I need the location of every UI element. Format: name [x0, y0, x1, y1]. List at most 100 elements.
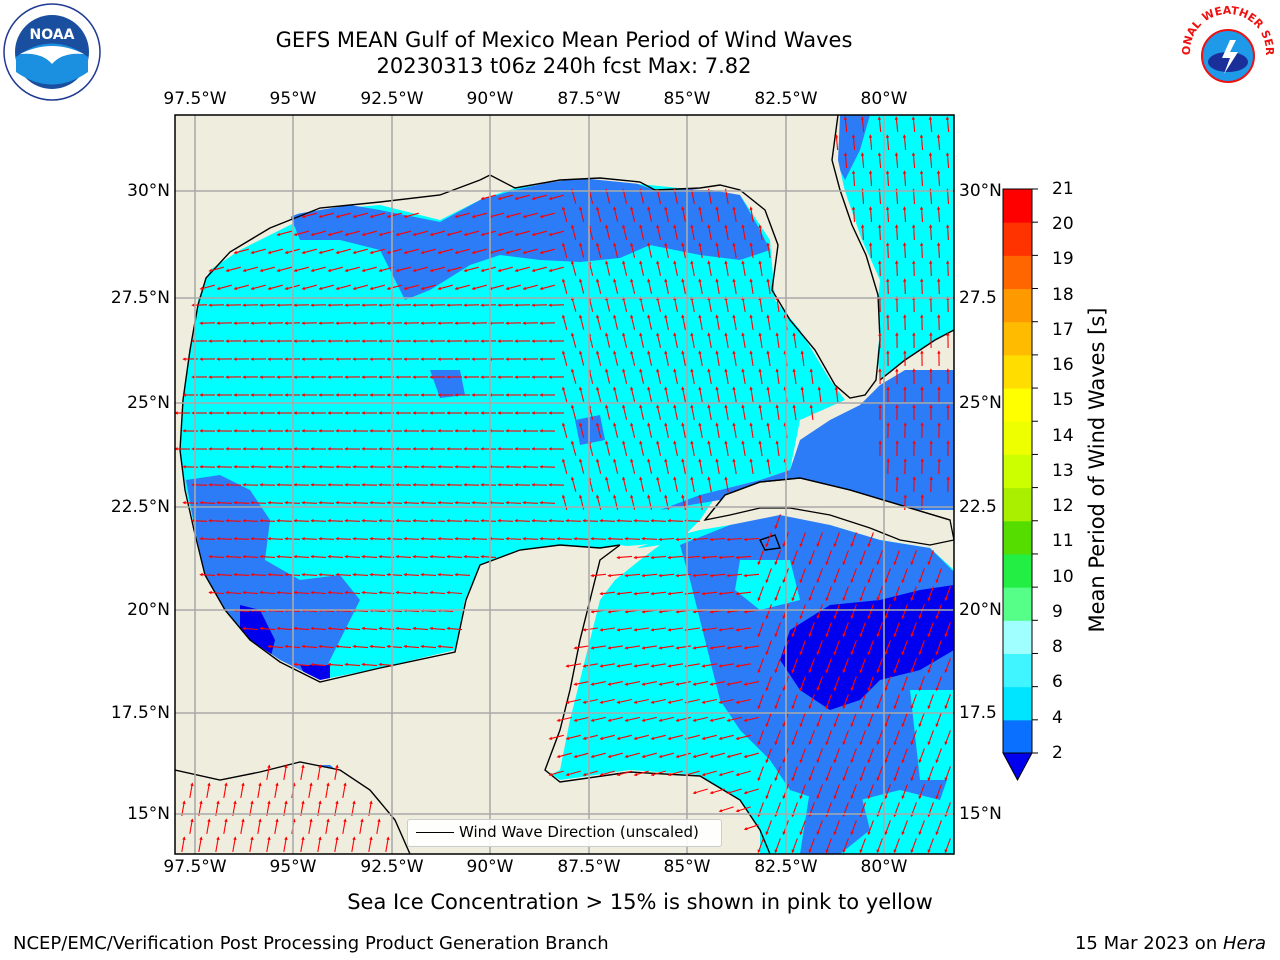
wave-direction-arrow	[935, 568, 942, 584]
wave-direction-arrow	[497, 194, 513, 201]
wave-direction-arrow	[630, 278, 636, 294]
wave-direction-arrow	[570, 296, 577, 312]
us-gulf-coast	[470, 115, 838, 190]
wave-direction-arrow	[724, 476, 729, 492]
wave-direction-arrow	[860, 188, 865, 205]
colorbar-tick: 15	[1052, 390, 1074, 410]
wave-direction-arrow	[318, 644, 335, 649]
wave-direction-arrow	[910, 622, 917, 638]
wave-direction-arrow	[259, 554, 276, 559]
wave-direction-arrow	[893, 694, 900, 710]
footer-host: Hera	[1222, 933, 1266, 954]
wave-direction-arrow	[775, 440, 780, 456]
wave-direction-arrow	[579, 278, 585, 294]
wave-direction-arrow	[267, 537, 284, 541]
wave-direction-arrow	[616, 734, 632, 740]
wave-direction-arrow	[454, 212, 470, 219]
wave-direction-arrow	[641, 681, 658, 686]
wave-direction-arrow	[471, 537, 488, 541]
wave-direction-arrow	[607, 573, 624, 578]
wave-direction-arrow	[420, 537, 437, 541]
wave-direction-arrow	[664, 278, 669, 295]
wave-direction-arrow	[791, 622, 798, 638]
wave-direction-arrow	[692, 752, 708, 759]
wave-direction-arrow	[259, 590, 276, 595]
wave-direction-arrow	[724, 368, 729, 384]
wave-direction-arrow	[650, 627, 666, 632]
wave-direction-arrow	[656, 440, 662, 456]
wave-direction-arrow	[893, 550, 900, 566]
wave-direction-arrow	[707, 188, 712, 205]
wave-direction-arrow	[936, 242, 941, 259]
wave-direction-arrow	[673, 224, 678, 241]
wave-direction-arrow	[944, 694, 951, 710]
wave-direction-arrow	[573, 537, 590, 541]
wave-direction-arrow	[641, 537, 658, 541]
wave-direction-arrow	[641, 573, 658, 578]
wave-direction-arrow	[250, 501, 267, 505]
wave-direction-arrow	[639, 296, 645, 312]
wave-direction-arrow	[690, 440, 695, 457]
wave-direction-arrow	[240, 782, 245, 798]
lat-tick-left: 15°N	[127, 804, 170, 824]
wave-direction-arrow	[359, 818, 364, 834]
wave-direction-arrow	[650, 663, 666, 668]
wave-direction-arrow	[497, 266, 513, 273]
wave-direction-arrow	[596, 422, 602, 438]
wave-direction-arrow	[386, 284, 402, 291]
wave-direction-arrow	[573, 716, 589, 722]
wave-direction-arrow	[588, 368, 594, 384]
wave-direction-arrow	[732, 278, 737, 294]
wave-direction-arrow	[799, 784, 806, 800]
wave-direction-arrow	[624, 573, 641, 578]
wave-direction-arrow	[522, 248, 538, 255]
wave-direction-arrow	[859, 658, 866, 674]
wave-direction-arrow	[605, 188, 611, 204]
wave-direction-arrow	[590, 752, 606, 759]
wave-direction-arrow	[901, 712, 908, 728]
wave-direction-arrow	[894, 188, 899, 205]
wave-direction-arrow	[317, 836, 322, 852]
wave-direction-arrow	[437, 537, 454, 541]
wave-direction-arrow	[310, 590, 327, 595]
wave-direction-arrow	[310, 266, 326, 273]
lon-tick-top: 97.5°W	[163, 89, 227, 109]
wave-direction-arrow	[318, 501, 335, 505]
wave-direction-arrow	[808, 730, 815, 746]
wave-direction-arrow	[859, 586, 866, 602]
colorbar-segment	[1003, 487, 1032, 522]
wave-direction-arrow	[850, 784, 857, 800]
wave-direction-arrow	[223, 782, 228, 798]
wave-direction-arrow	[633, 770, 649, 777]
wave-direction-arrow	[420, 501, 437, 505]
wave-direction-arrow	[681, 458, 686, 475]
wave-direction-arrow	[684, 734, 700, 740]
wave-direction-arrow	[342, 818, 347, 834]
wave-direction-arrow	[223, 818, 228, 834]
lat-tick-right: 20°N	[959, 600, 1002, 620]
wave-direction-arrow	[561, 206, 568, 222]
wave-direction-arrow	[765, 604, 772, 620]
lat-tick-right: 25°N	[959, 393, 1002, 413]
wave-direction-arrow	[884, 784, 891, 800]
wave-direction-arrow	[903, 278, 907, 295]
lon-tick-bottom: 90°W	[466, 857, 514, 877]
wave-direction-arrow	[429, 519, 446, 523]
wave-direction-arrow	[327, 626, 344, 631]
wave-direction-arrow	[877, 116, 882, 133]
wave-direction-arrow	[561, 350, 568, 366]
wave-direction-arrow	[791, 586, 798, 602]
wave-direction-arrow	[437, 501, 454, 505]
wave-direction-arrow	[318, 248, 334, 255]
wave-direction-arrow	[633, 519, 650, 523]
wave-direction-arrow	[301, 212, 317, 219]
wave-direction-arrow	[488, 537, 505, 541]
colorbar-segment	[1003, 653, 1032, 688]
lon-tick-top: 82.5°W	[754, 89, 818, 109]
wave-direction-arrow	[386, 248, 402, 255]
wave-direction-arrow	[927, 586, 934, 602]
wave-direction-arrow	[658, 537, 675, 542]
colorbar-tick: 13	[1052, 461, 1074, 481]
wave-direction-arrow	[867, 784, 874, 800]
